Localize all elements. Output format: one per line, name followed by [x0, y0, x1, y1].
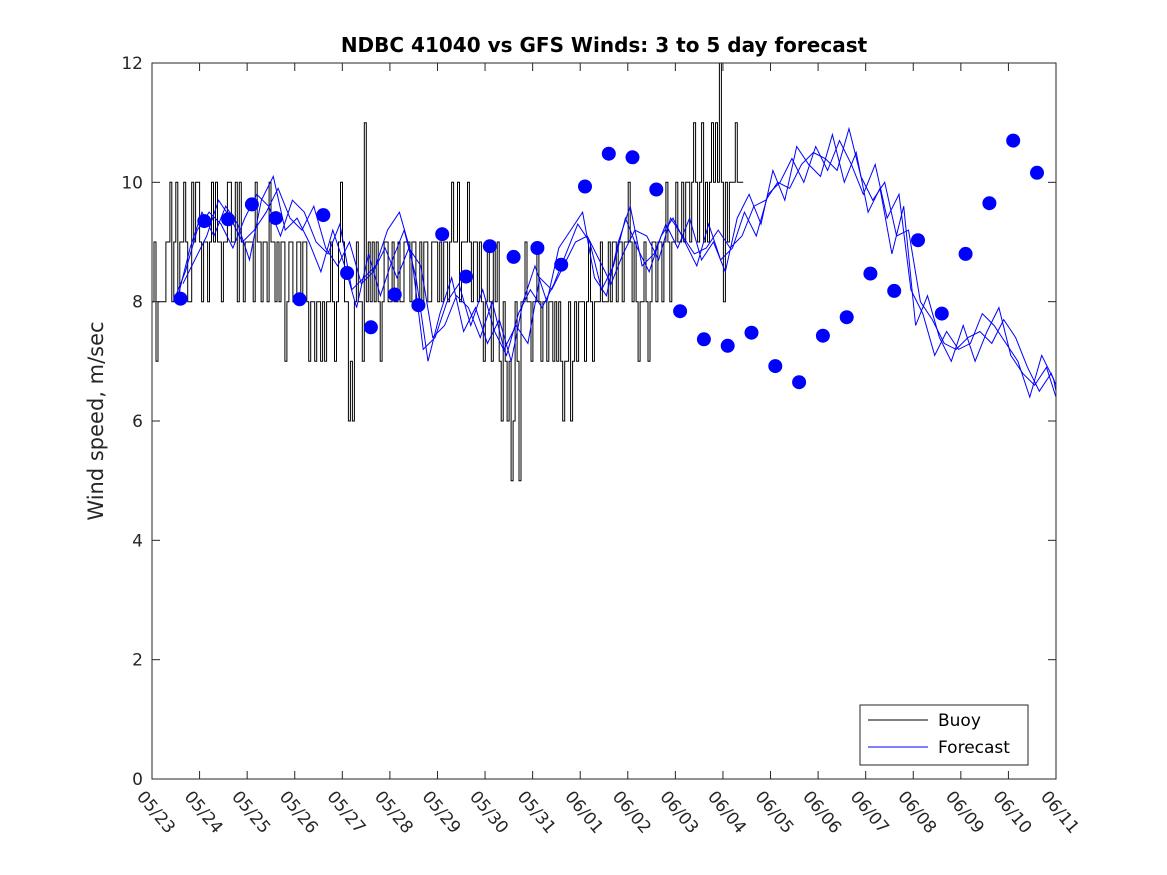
forecast-marker: [601, 146, 616, 161]
forecast-marker: [459, 269, 473, 284]
forecast-marker: [887, 283, 902, 298]
y-tick-label: 6: [132, 412, 143, 432]
forecast-marker: [244, 197, 259, 212]
plot-area: [152, 63, 1056, 779]
forecast-marker: [792, 375, 807, 390]
forecast-marker: [815, 328, 830, 343]
forecast-marker: [1030, 165, 1044, 180]
chart-title: NDBC 41040 vs GFS Winds: 3 to 5 day fore…: [341, 33, 868, 57]
forecast-marker: [720, 338, 735, 353]
forecast-marker: [316, 208, 331, 223]
forecast-marker: [411, 298, 426, 313]
forecast-marker: [958, 246, 973, 261]
y-tick-label: 0: [132, 770, 143, 790]
forecast-marker: [363, 320, 378, 335]
y-tick-label: 10: [121, 173, 143, 193]
forecast-marker: [292, 292, 307, 307]
forecast-marker: [696, 332, 711, 347]
forecast-marker: [673, 304, 688, 319]
buoy-series: [152, 62, 744, 482]
forecast-marker: [268, 211, 283, 226]
forecast-marker: [768, 359, 783, 374]
y-tick-label: 2: [132, 651, 143, 671]
forecast-marker: [173, 291, 188, 306]
forecast-marker: [221, 212, 236, 227]
legend: Buoy Forecast: [859, 704, 1029, 766]
buoy-line: [152, 62, 744, 482]
legend-box: [859, 704, 1029, 766]
forecast-marker: [578, 179, 592, 194]
forecast-markers: [173, 133, 1044, 390]
forecast-marker: [530, 241, 545, 255]
forecast-marker: [387, 287, 402, 302]
forecast-marker: [197, 214, 212, 229]
y-tick-label: 4: [132, 531, 143, 551]
y-axis-label: Wind speed, m/sec: [84, 321, 108, 520]
forecast-marker: [1006, 133, 1021, 148]
forecast-marker: [744, 325, 759, 340]
forecast-marker: [506, 249, 521, 264]
legend-label-buoy: Buoy: [938, 711, 981, 731]
forecast-marker: [934, 306, 949, 321]
y-tick-label: 12: [121, 54, 143, 74]
forecast-marker: [435, 227, 450, 242]
forecast-marker: [340, 266, 355, 280]
forecast-marker: [839, 310, 854, 325]
forecast-marker: [911, 233, 925, 248]
forecast-marker: [982, 196, 997, 211]
forecast-marker: [482, 239, 497, 254]
forecast-marker: [649, 182, 664, 197]
legend-label-forecast: Forecast: [938, 738, 1010, 758]
forecast-marker: [625, 150, 640, 165]
forecast-marker: [863, 266, 878, 281]
forecast-marker: [554, 257, 569, 272]
y-tick-label: 8: [132, 293, 143, 313]
